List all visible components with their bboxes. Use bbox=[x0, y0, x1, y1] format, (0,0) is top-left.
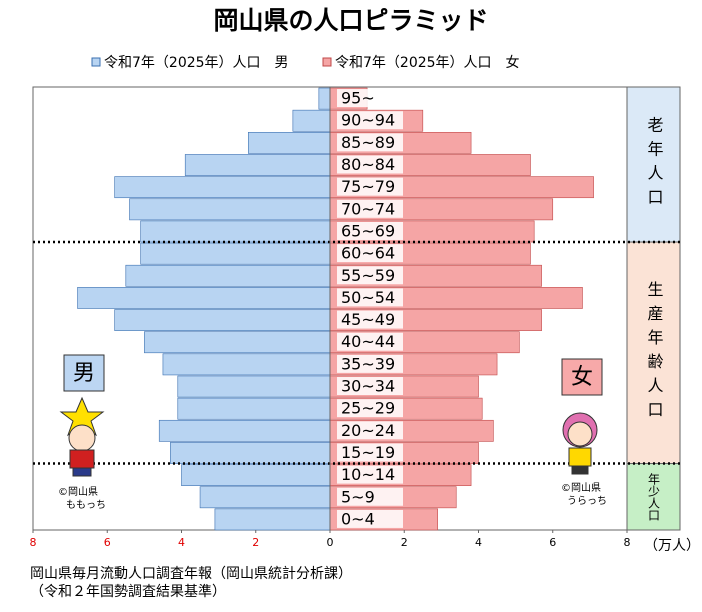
bar bbox=[181, 464, 331, 486]
legend-label: 令和7年（2025年）人口 女 bbox=[335, 54, 520, 71]
male-box bbox=[63, 354, 105, 392]
mascot-body bbox=[69, 449, 95, 469]
age-label-bg bbox=[337, 133, 403, 152]
bar bbox=[140, 220, 331, 243]
bar bbox=[114, 176, 331, 199]
x-tick-label: 8 bbox=[624, 536, 631, 549]
age-label-bg bbox=[337, 221, 403, 240]
age-label-bg bbox=[337, 443, 403, 462]
mascot-credit: ©岡山県 bbox=[561, 482, 601, 494]
bar bbox=[292, 109, 331, 132]
male-label: 男 bbox=[73, 361, 95, 386]
age-label: 50~54 bbox=[341, 288, 395, 307]
x-tick-label: 6 bbox=[104, 536, 111, 549]
age-label: 55~59 bbox=[341, 266, 395, 285]
age-label-bg bbox=[337, 421, 403, 440]
group-label: 生産年齢人口 bbox=[645, 281, 664, 425]
age-label-bg bbox=[337, 288, 403, 307]
age-label-bg bbox=[337, 266, 403, 285]
age-label: 40~44 bbox=[341, 332, 395, 351]
bar bbox=[140, 242, 331, 265]
age-label-bg bbox=[337, 177, 403, 196]
age-label-bg bbox=[337, 487, 403, 506]
bar bbox=[177, 375, 331, 398]
bar bbox=[162, 353, 331, 376]
x-tick-label: 2 bbox=[252, 536, 259, 549]
age-label: 20~24 bbox=[341, 421, 395, 440]
age-label-bg bbox=[337, 377, 403, 396]
age-label-bg bbox=[337, 111, 403, 130]
mascot-legs bbox=[72, 467, 92, 477]
bar bbox=[248, 132, 331, 154]
age-label: 25~29 bbox=[341, 399, 395, 418]
group-panel bbox=[626, 86, 681, 243]
age-label: 0~4 bbox=[341, 509, 375, 528]
x-tick-label: 4 bbox=[178, 536, 185, 549]
mascot-credit: うらっち bbox=[567, 495, 607, 507]
legend-label: 令和7年（2025年）人口 男 bbox=[104, 55, 289, 71]
bar bbox=[177, 397, 331, 420]
age-label-bg bbox=[337, 465, 403, 484]
mascot-face bbox=[567, 421, 593, 447]
bar bbox=[129, 198, 331, 221]
age-label: 5~9 bbox=[341, 487, 375, 506]
bar bbox=[170, 442, 331, 464]
legend-swatch bbox=[322, 57, 332, 67]
mascot-face bbox=[68, 424, 96, 452]
mascot-uracchi bbox=[562, 412, 598, 475]
age-label: 90~94 bbox=[341, 111, 395, 130]
mascot-credit: ©岡山県 bbox=[58, 486, 98, 498]
age-label: 95~ bbox=[341, 89, 375, 108]
group-label: 年少人口 bbox=[647, 472, 661, 520]
mascot-legs bbox=[571, 465, 589, 475]
age-label: 75~79 bbox=[341, 177, 395, 196]
source: （令和２年国勢調査結果基準） bbox=[30, 583, 226, 600]
x-tick-label: 6 bbox=[549, 536, 556, 549]
bar bbox=[199, 486, 331, 509]
mascot-momocchi bbox=[59, 396, 105, 477]
female-box bbox=[561, 358, 603, 396]
chart-title: 岡山県の人口ピラミッド bbox=[213, 6, 488, 35]
x-tick-label: 2 bbox=[401, 536, 408, 549]
bar bbox=[184, 154, 331, 176]
bar bbox=[318, 87, 331, 110]
unit-label: （万人） bbox=[644, 538, 700, 554]
age-label-bg bbox=[337, 509, 403, 528]
mascot-credit: ももっち bbox=[66, 499, 106, 511]
age-label: 60~64 bbox=[341, 244, 395, 263]
age-label: 10~14 bbox=[341, 465, 395, 484]
age-label: 35~39 bbox=[341, 354, 395, 373]
bar bbox=[158, 419, 331, 442]
age-label-bg bbox=[337, 310, 403, 329]
age-label-bg bbox=[337, 155, 403, 174]
age-label: 70~74 bbox=[341, 199, 395, 218]
legend-swatch bbox=[91, 57, 101, 67]
group-panel bbox=[626, 241, 681, 465]
age-label: 65~69 bbox=[341, 221, 395, 240]
bar bbox=[144, 331, 331, 354]
bar bbox=[214, 508, 331, 531]
age-label-bg bbox=[337, 199, 403, 218]
age-label-bg bbox=[337, 89, 403, 108]
age-label-bg bbox=[337, 332, 403, 351]
age-label: 30~34 bbox=[341, 377, 395, 396]
bar bbox=[114, 309, 331, 331]
age-label: 80~84 bbox=[341, 155, 395, 174]
age-label-bg bbox=[337, 399, 403, 418]
female-label: 女 bbox=[571, 365, 593, 390]
x-tick-label: 4 bbox=[475, 536, 482, 549]
source: 岡山県毎月流動人口調査年報（岡山県統計分析課） bbox=[30, 566, 352, 582]
age-label: 85~89 bbox=[341, 133, 395, 152]
age-label: 15~19 bbox=[341, 443, 395, 462]
age-label: 45~49 bbox=[341, 310, 395, 329]
bar bbox=[77, 287, 331, 309]
x-tick-label: 0 bbox=[327, 536, 334, 549]
age-label-bg bbox=[337, 244, 403, 263]
bar bbox=[125, 264, 331, 287]
mascot-body bbox=[568, 447, 592, 467]
age-label-bg bbox=[337, 354, 403, 373]
x-tick-label: 8 bbox=[30, 536, 37, 549]
group-label: 老年人口 bbox=[645, 117, 664, 213]
